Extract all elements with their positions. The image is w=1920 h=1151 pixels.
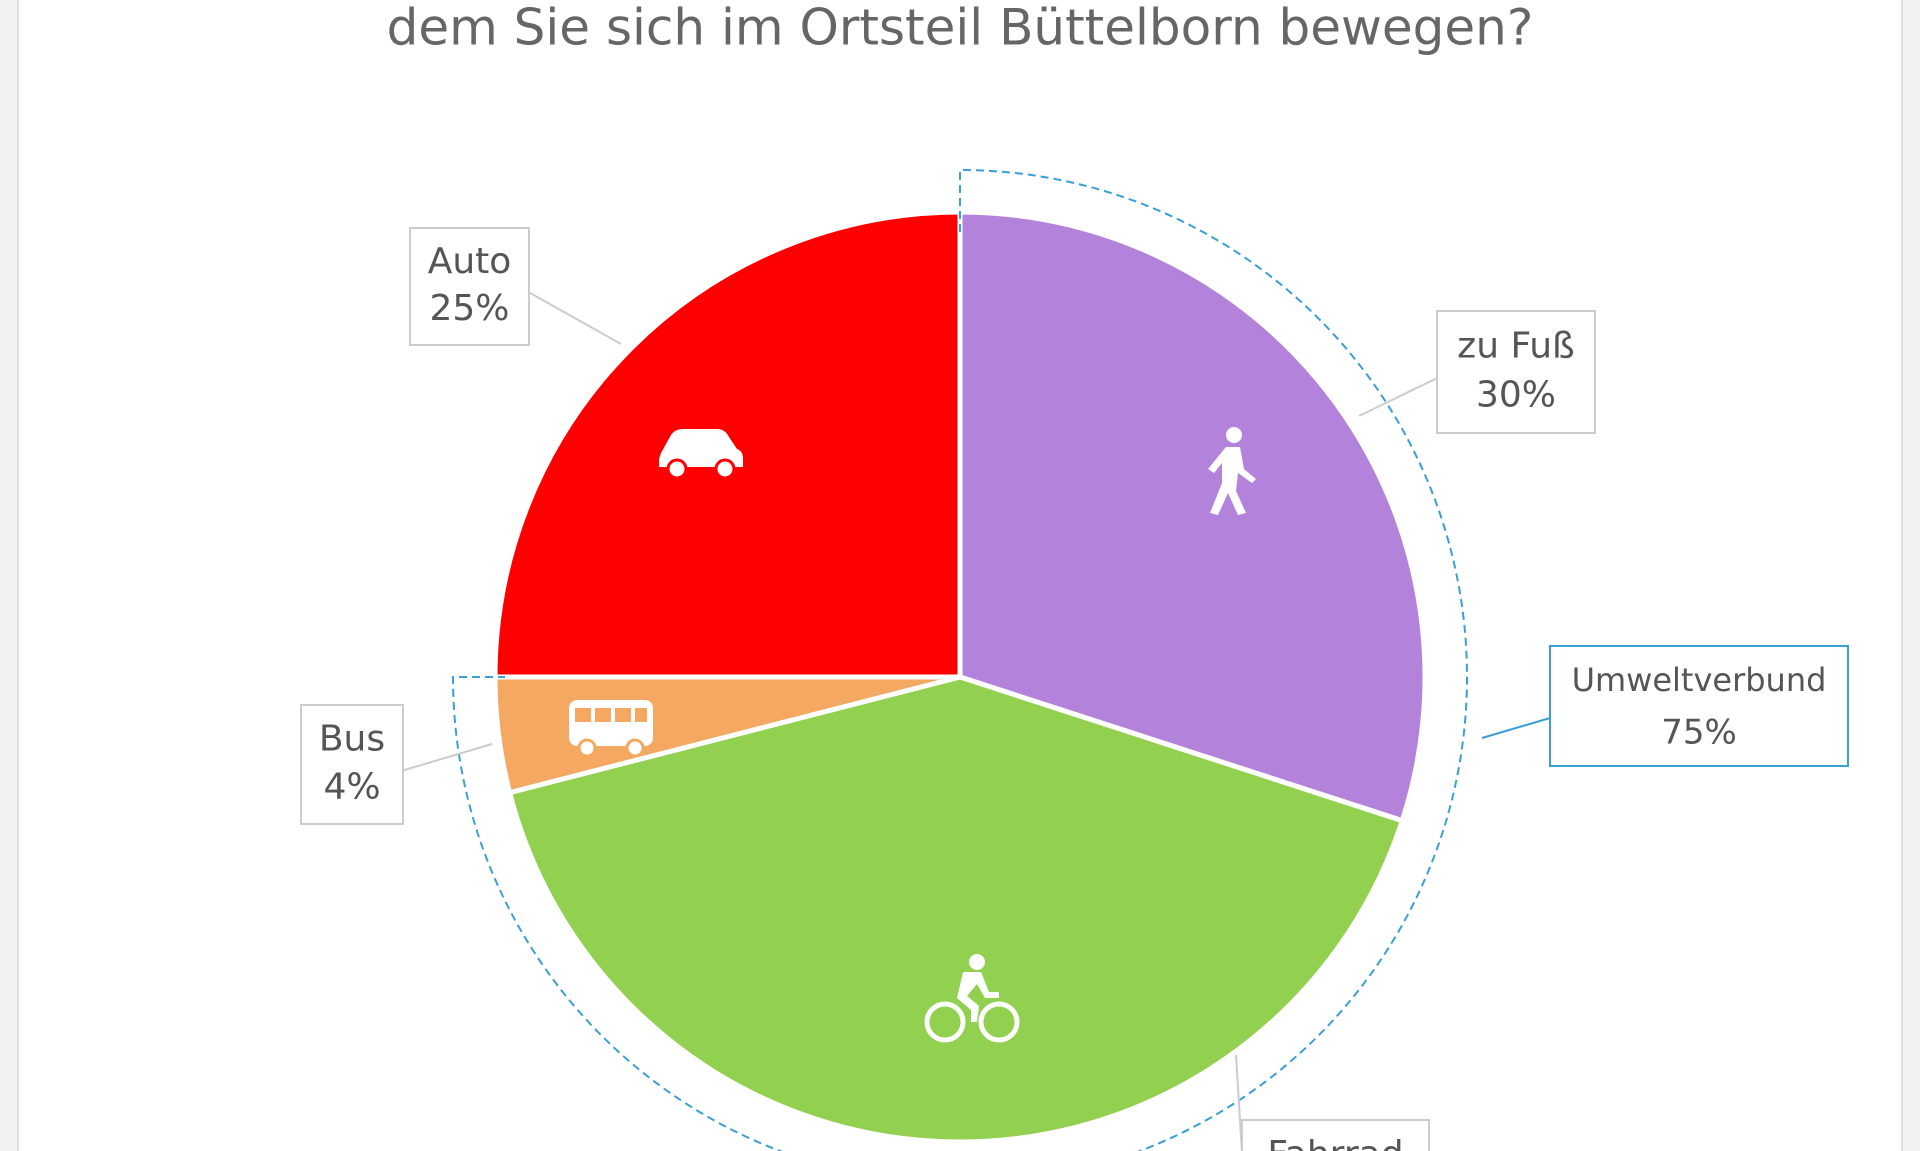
data-label-name: Auto — [428, 241, 512, 282]
group-label — [1549, 645, 1849, 767]
chart-title: dem Sie sich im Ortsteil Büttelborn bewe… — [387, 0, 1534, 57]
leader-line — [1358, 377, 1438, 417]
pie-slice — [506, 674, 1406, 1145]
leader-line — [528, 291, 622, 345]
data-label-value: 30% — [1476, 374, 1556, 415]
leader-line — [402, 743, 493, 772]
labels: zu Fuß 30% Fahrrad Bus 4% Auto 25% Umweltverbun… — [300, 227, 1849, 1151]
data-label-name: zu Fuß — [1457, 326, 1574, 367]
pie — [451, 168, 1468, 1151]
data-label-name: Fahrrad — [1267, 1134, 1403, 1151]
data-label-name: Bus — [319, 719, 385, 760]
data-label-value: 4% — [323, 766, 380, 807]
group-outline — [451, 168, 1468, 1151]
data-label — [1241, 1119, 1430, 1151]
walk-icon — [1208, 427, 1256, 515]
group-label-name: Umweltverbund — [1572, 661, 1827, 699]
bike-icon — [924, 954, 1020, 1043]
data-label — [1436, 310, 1596, 434]
icons — [569, 427, 1256, 1043]
bus-icon — [569, 700, 653, 758]
pie-slice — [957, 209, 1428, 824]
leader-line — [1481, 717, 1551, 739]
group-label-value: 75% — [1661, 713, 1737, 753]
data-label — [409, 227, 530, 346]
data-label — [300, 704, 404, 825]
car-icon — [659, 429, 743, 480]
data-label-value: 25% — [429, 288, 509, 329]
